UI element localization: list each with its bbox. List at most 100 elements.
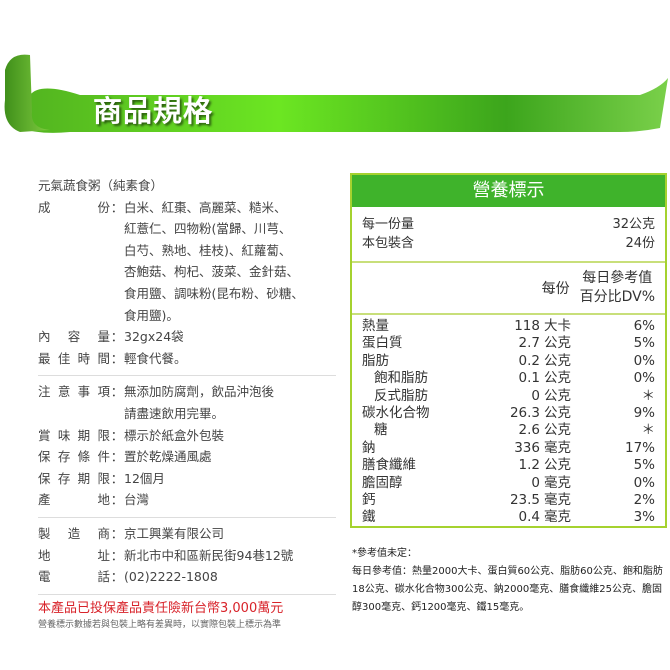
nutrition-row: 鐵 0.4 毫克 3% <box>362 509 655 526</box>
nutrition-row: 蛋白質 2.7 公克 5% <box>362 335 655 352</box>
nutrient-amount: 26.3 <box>509 405 540 422</box>
disclaimer: 營養標示數據若與包裝上略有差異時，以實際包裝上標示為準 <box>38 619 282 630</box>
nutrient-dv: 0% <box>633 370 655 387</box>
serving-value: 32公克 <box>612 217 655 232</box>
phone-label: 電話 <box>38 569 110 585</box>
nutrient-unit: 公克 <box>544 422 571 439</box>
nutrient-name: 鈉 <box>362 439 376 456</box>
ingredients-line: 紅薏仁、四物粉(當歸、川芎、 <box>124 221 292 237</box>
content-label: 內容量 <box>38 329 110 345</box>
nutrient-name: 鐵 <box>362 509 376 526</box>
nutrient-dv: 0% <box>633 352 655 369</box>
nutrient-name: 脂肪 <box>362 352 389 369</box>
nutrient-dv: 5% <box>633 335 655 352</box>
nutrient-unit: 公克 <box>544 457 571 474</box>
nutrient-name: 糖 <box>374 422 388 439</box>
nutrient-dv: 6% <box>633 318 655 334</box>
ingredients-line: 食用鹽、調味粉(昆布粉、砂糖、 <box>124 285 304 301</box>
nutrient-unit: 公克 <box>544 405 571 422</box>
nutrient-dv: 0% <box>633 474 655 491</box>
note-title: *參考值未定： <box>352 548 417 559</box>
address-label: 地址 <box>38 547 110 563</box>
nutrient-dv: ＊ <box>641 387 656 404</box>
nutrient-amount: 0.2 <box>518 352 540 369</box>
nutrition-row: 碳水化合物 26.3 公克 9% <box>362 405 655 422</box>
nutrient-name: 熱量 <box>362 318 389 334</box>
expiry-label: 賞味期限 <box>38 427 110 443</box>
nutrient-unit: 毫克 <box>544 474 571 491</box>
nutrient-name: 反式脂肪 <box>374 387 428 404</box>
nutrient-name: 膳食纖維 <box>362 457 416 474</box>
origin-value: 台灣 <box>124 492 150 508</box>
nutrition-row: 熱量 118 大卡 6% <box>362 318 655 335</box>
nutrient-amount: 2.7 <box>518 335 540 352</box>
nutrition-table: 營養標示 每一份量 32公克 本包裝含 24份 每份 每日參考值 百分比DV% 熱量 1… <box>350 173 667 528</box>
best-label: 最佳時間 <box>38 350 110 366</box>
nutrition-title: 營養標示 <box>352 175 665 207</box>
dv-label: 每日參考值 <box>582 270 653 286</box>
phone-value: (02)2222-1808 <box>124 569 218 585</box>
insurance-notice: 本產品已投保產品責任險新台幣3,000萬元 <box>38 600 284 616</box>
notice-line: 無添加防腐劑，飲品沖泡後 <box>124 384 275 400</box>
notice-label: 注意事項 <box>38 384 110 400</box>
expiry-value: 標示於紙盒外包裝 <box>124 427 225 443</box>
nutrient-name: 蛋白質 <box>362 335 403 352</box>
dv-percent-label: 百分比DV% <box>579 289 655 305</box>
serving-label: 每一份量 <box>362 217 415 232</box>
nutrient-dv: ＊ <box>641 422 656 439</box>
nutrient-unit: 公克 <box>544 335 571 352</box>
shelf-label: 保存期限 <box>38 470 110 486</box>
shelf-value: 12個月 <box>124 470 165 486</box>
ingredients-label: 成份 <box>38 199 110 215</box>
nutrient-amount: 336 <box>514 439 540 456</box>
pack-label: 本包裝含 <box>362 236 415 251</box>
nutrient-unit: 公克 <box>544 387 571 404</box>
divider <box>38 593 336 595</box>
ingredients-line: 白米、紅棗、高麗菜、糙米、 <box>124 199 287 215</box>
product-name: 元氣蔬食粥（純素食） <box>38 178 164 193</box>
nutrient-name: 鈣 <box>362 492 376 509</box>
content-value: 32gx24袋 <box>124 329 184 345</box>
nutrient-unit: 毫克 <box>544 492 571 509</box>
ingredients-line: 食用鹽)。 <box>124 307 179 323</box>
divider <box>38 516 336 518</box>
best-value: 輕食代餐。 <box>124 350 187 366</box>
nutrient-unit: 毫克 <box>544 509 571 526</box>
maker-label: 製造商 <box>38 525 110 541</box>
nutrient-name: 碳水化合物 <box>362 405 430 422</box>
nutrient-amount: 118 <box>514 318 540 334</box>
nutrient-amount: 2.6 <box>518 422 540 439</box>
maker-value: 京工興業有限公司 <box>124 525 225 541</box>
nutrient-amount: 1.2 <box>518 457 540 474</box>
nutrition-row: 反式脂肪 0 公克 ＊ <box>362 388 655 405</box>
nutrient-name: 飽和脂肪 <box>374 370 428 387</box>
nutrient-unit: 公克 <box>544 352 571 369</box>
notice-line: 請盡速飲用完畢。 <box>124 405 225 421</box>
nutrient-dv: 3% <box>633 509 655 526</box>
divider <box>38 375 336 377</box>
origin-label: 產地 <box>38 492 110 508</box>
nutrition-rows: 熱量 118 大卡 6% 蛋白質 2.7 公克 5% 脂肪 0.2 公克 0% 飽和脂肪 0.1 公克 0% 反… <box>352 315 665 527</box>
nutrient-name: 膽固醇 <box>362 474 403 491</box>
nutrient-amount: 0.4 <box>518 509 540 526</box>
nutrient-amount: 0.1 <box>518 370 540 387</box>
nutrient-unit: 公克 <box>544 370 571 387</box>
nutrition-row: 鈉 336 毫克 17% <box>362 440 655 457</box>
nutrition-row: 脂肪 0.2 公克 0% <box>362 353 655 370</box>
nutrient-dv: 5% <box>633 457 655 474</box>
nutrient-dv: 2% <box>633 492 655 509</box>
product-title: 元氣蔬食粥（純素食） <box>38 175 336 197</box>
section-title: 商品規格 <box>93 94 214 128</box>
nutrient-dv: 9% <box>633 405 655 422</box>
per-serving-label: 每份 <box>541 281 570 297</box>
nutrient-unit: 毫克 <box>544 439 571 456</box>
ingredients-line: 白芍、熟地、桂枝)、紅蘿蔔、 <box>124 242 292 258</box>
nutrient-amount: 0 <box>531 474 540 491</box>
nutrition-row: 膽固醇 0 毫克 0% <box>362 475 655 492</box>
nutrient-dv: 17% <box>624 439 655 456</box>
nutrient-amount: 0 <box>531 387 540 404</box>
banner-ribbon <box>4 54 668 133</box>
storage-label: 保存條件 <box>38 449 110 465</box>
nutrition-row: 飽和脂肪 0.1 公克 0% <box>362 370 655 387</box>
ingredients-line: 杏鮑菇、枸杞、菠菜、金針菇、 <box>124 264 300 280</box>
